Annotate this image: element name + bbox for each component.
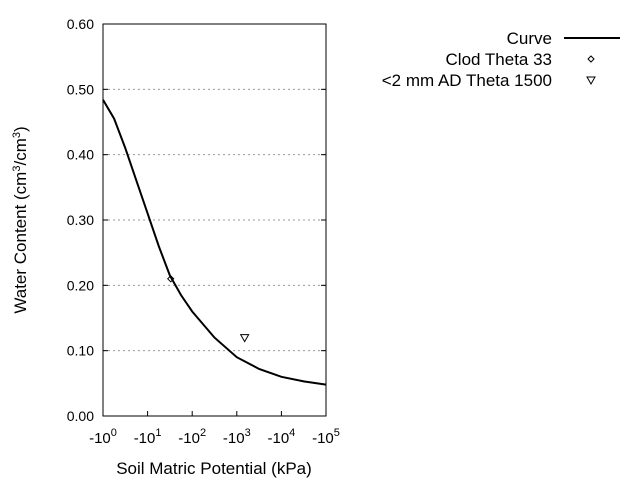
x-tick-label: -105 (312, 427, 340, 447)
y-tick-label: 0.60 (67, 16, 94, 32)
x-axis-label: Soil Matric Potential (kPa) (116, 459, 312, 478)
y-tick-label: 0.00 (67, 408, 94, 424)
y-tick-label: 0.30 (67, 212, 94, 228)
y-axis-label: Water Content (cm3/cm3) (11, 126, 30, 313)
y-tick-label: 0.20 (67, 277, 94, 293)
legend-marker (586, 76, 596, 86)
y-tick-label: 0.40 (67, 147, 94, 163)
x-tick-label: -103 (223, 427, 251, 447)
legend-label: Clod Theta 33 (446, 50, 552, 69)
legend-label: Curve (507, 29, 552, 48)
y-tick-label: 0.50 (67, 81, 94, 97)
legend-label: <2 mm AD Theta 1500 (382, 71, 552, 90)
plot-frame (102, 23, 327, 417)
x-tick-label: -100 (89, 427, 117, 447)
x-tick-label: -104 (267, 427, 295, 447)
y-tick-label: 0.10 (67, 343, 94, 359)
curve-line (102, 99, 327, 386)
x-tick-label: -101 (134, 427, 162, 447)
x-tick-label: -102 (178, 427, 206, 447)
legend-marker (587, 55, 595, 63)
data-point (167, 275, 175, 283)
data-point (239, 334, 250, 343)
